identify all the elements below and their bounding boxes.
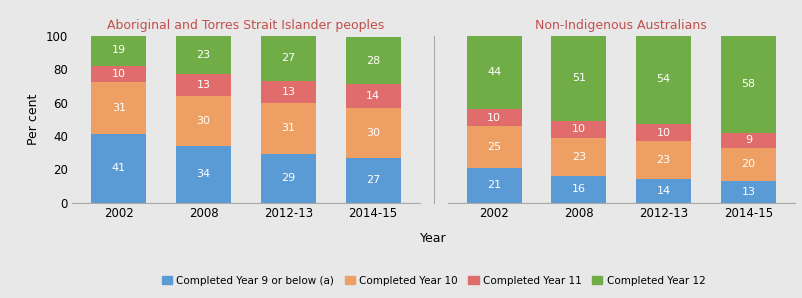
Text: 27: 27 xyxy=(366,175,380,185)
Text: 23: 23 xyxy=(196,50,210,60)
Text: 16: 16 xyxy=(571,184,585,194)
Text: 41: 41 xyxy=(111,163,126,173)
Text: 13: 13 xyxy=(196,80,210,90)
Bar xyxy=(551,121,606,138)
Bar xyxy=(176,96,231,146)
Bar xyxy=(261,36,315,81)
Text: 13: 13 xyxy=(740,187,755,197)
Text: 23: 23 xyxy=(656,155,670,165)
Bar xyxy=(261,81,315,103)
Text: 10: 10 xyxy=(571,124,585,134)
Bar xyxy=(345,84,400,108)
Text: 20: 20 xyxy=(740,159,755,169)
Text: 21: 21 xyxy=(487,180,500,190)
Bar xyxy=(551,176,606,203)
Text: 13: 13 xyxy=(281,87,295,97)
Bar xyxy=(466,126,521,167)
Bar xyxy=(551,36,606,121)
Text: 14: 14 xyxy=(366,91,379,101)
Bar xyxy=(176,146,231,203)
Bar xyxy=(720,181,775,203)
Bar xyxy=(635,34,691,124)
Text: 28: 28 xyxy=(366,56,380,66)
Bar xyxy=(466,109,521,126)
Y-axis label: Per cent: Per cent xyxy=(27,94,40,145)
Bar xyxy=(635,179,691,203)
Bar xyxy=(551,138,606,176)
Bar xyxy=(635,141,691,179)
Text: 34: 34 xyxy=(196,169,210,179)
Title: Non-Indigenous Australians: Non-Indigenous Australians xyxy=(535,19,707,32)
Text: 27: 27 xyxy=(281,53,295,63)
Bar xyxy=(720,36,775,133)
Text: 44: 44 xyxy=(486,67,500,77)
Bar xyxy=(91,83,146,134)
Bar xyxy=(91,66,146,83)
Text: 25: 25 xyxy=(487,142,500,152)
Bar xyxy=(720,148,775,181)
Text: 31: 31 xyxy=(111,103,126,113)
Text: 23: 23 xyxy=(571,152,585,162)
Title: Aboriginal and Torres Strait Islander peoples: Aboriginal and Torres Strait Islander pe… xyxy=(107,19,384,32)
Legend: Completed Year 9 or below (a), Completed Year 10, Completed Year 11, Completed Y: Completed Year 9 or below (a), Completed… xyxy=(157,271,709,290)
Bar xyxy=(720,133,775,148)
Text: 10: 10 xyxy=(656,128,670,138)
Bar xyxy=(261,154,315,203)
Text: 54: 54 xyxy=(656,74,670,84)
Text: Year: Year xyxy=(419,232,447,245)
Bar xyxy=(466,36,521,109)
Text: 31: 31 xyxy=(281,123,295,134)
Bar xyxy=(345,108,400,158)
Text: 10: 10 xyxy=(487,113,500,122)
Bar xyxy=(345,38,400,84)
Bar xyxy=(91,34,146,66)
Text: 19: 19 xyxy=(111,45,126,55)
Bar xyxy=(261,103,315,154)
Text: 10: 10 xyxy=(111,69,126,79)
Text: 29: 29 xyxy=(281,173,295,184)
Text: 30: 30 xyxy=(196,116,210,126)
Bar xyxy=(635,124,691,141)
Bar xyxy=(176,74,231,96)
Text: 14: 14 xyxy=(656,186,670,196)
Bar xyxy=(345,158,400,203)
Text: 9: 9 xyxy=(744,135,751,145)
Text: 51: 51 xyxy=(571,73,585,83)
Bar xyxy=(176,36,231,74)
Bar xyxy=(91,134,146,203)
Bar xyxy=(466,167,521,203)
Text: 58: 58 xyxy=(740,79,755,89)
Text: 30: 30 xyxy=(366,128,379,138)
